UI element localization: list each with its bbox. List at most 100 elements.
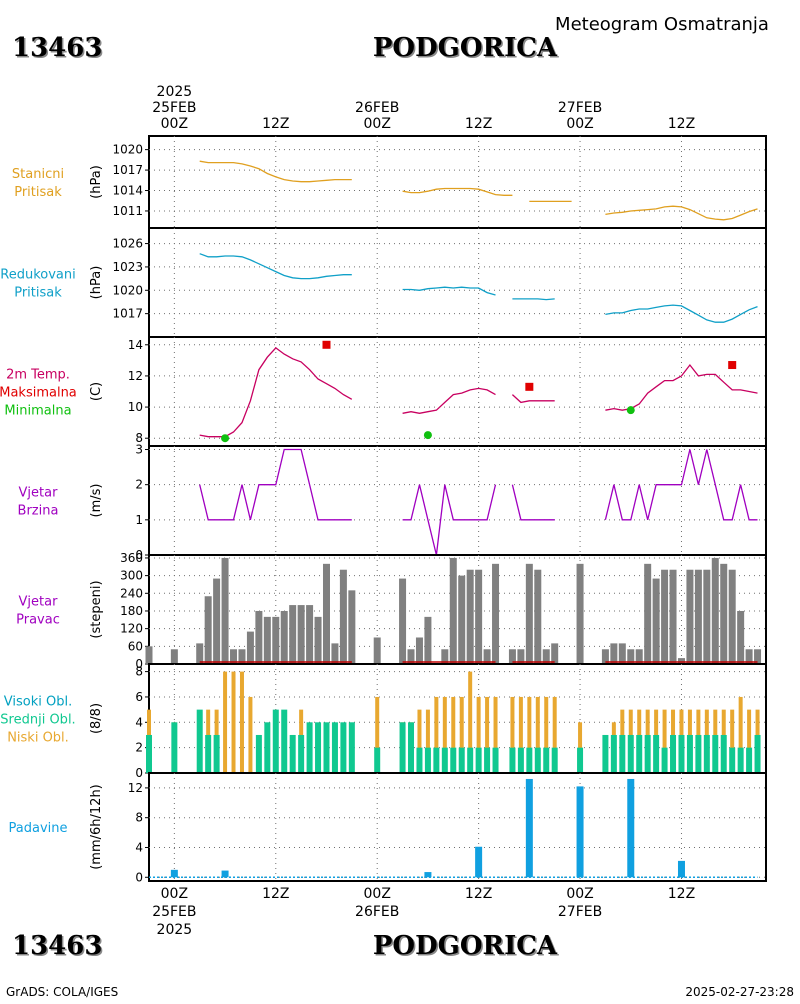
wind-direction-bar [280,610,288,664]
y-tick-label: 1011 [112,204,143,218]
precip-bar [677,860,685,878]
cloud-low-bar [223,671,228,773]
cloud-mid-bar [272,709,279,773]
wind-direction-bar [576,563,584,664]
y-tick-label: 0 [135,657,143,671]
station-name-bottom: PODGORICA [374,933,559,963]
cloud-mid-bar [610,734,617,773]
cloud-low-bar [535,696,540,773]
cloud-mid-bar [475,747,482,773]
wind-direction-bar [221,557,229,664]
cloud-mid-bar [551,747,558,773]
cloud-mid-bar [255,734,262,773]
panel-wind_direction: 0 60 120 180 240 300 360 (stepeni) Vjetar Pravac [16,551,767,671]
panel-label: Padavine [9,821,68,836]
y-tick-label: 1017 [112,163,143,177]
panel-label: Brzina [18,504,59,519]
panel-label: Srednji Obl. [0,713,75,728]
y-axis-unit: (mm/6h/12h) [89,784,104,870]
station-id-bottom: 13463 [12,931,102,961]
station-pressure-line [605,205,758,221]
cloud-low-bar [425,709,430,773]
wind-direction-bar [483,649,491,664]
y-tick-label: 4 [135,840,143,854]
wind-speed-line [199,448,352,521]
wind-direction-bar [652,578,660,664]
cloud-mid-bar [627,734,634,773]
y-tick-label: 120 [120,622,143,636]
panel-label: Maksimalna [0,386,77,401]
cloud-mid-bar [298,734,305,773]
station-id-bottom: 13463 [14,933,104,963]
cloud-mid-bar [720,734,727,773]
panel-label: Pritisak [14,286,62,301]
wind-direction-bar [449,557,457,664]
cloud-mid-bar [306,722,313,773]
cloud-mid-bar [703,734,710,773]
cloud-mid-bar [484,747,491,773]
wind-direction-bar [517,649,525,664]
wind-direction-bar [661,569,669,664]
cloud-mid-bar [686,734,693,773]
wind-speed-line [604,449,758,521]
top-time-label: 2025 [157,84,193,100]
y-axis-unit: (m/s) [89,484,104,518]
wind-direction-bar [238,649,246,664]
grads-credit: GrADS: COLA/IGES [6,985,118,999]
y-tick-label: 2 [135,741,143,755]
cloud-mid-bar [653,734,660,773]
y-tick-label: 240 [120,586,143,600]
cloud-mid-bar [416,747,423,773]
y-axis-unit: (hPa) [89,266,104,300]
cloud-low-bar [747,709,752,773]
y-tick-label: 12 [128,369,143,383]
cloud-low-bar [417,709,422,773]
y-tick-label: 0 [135,766,143,780]
wind-speed-line [402,484,497,556]
y-tick-label: 1020 [112,143,143,157]
meteogram-subtitle: Meteogram Osmatranja [555,14,769,35]
bottom-time-label: 12Z [262,886,289,902]
wind-direction-bar [204,596,212,664]
cloud-low-bar [434,696,439,773]
temp-min-marker [626,406,635,415]
wind-direction-bar [737,610,745,664]
panel-label: Pravac [16,613,60,628]
wind-direction-bar [246,631,254,664]
temperature-line [511,394,555,404]
cloud-low-bar [468,671,473,773]
wind-direction-bar [263,616,271,664]
panel-label: Vjetar [19,595,59,610]
panel-label: Minimalna [4,404,71,419]
cloud-mid-bar [340,722,347,773]
y-tick-label: 60 [128,639,143,653]
wind-direction-bar [703,569,711,664]
cloud-low-bar [248,696,253,773]
wind-direction-bar [255,610,263,664]
cloud-mid-bar [146,734,152,773]
bottom-time-label: 12Z [668,886,695,902]
y-axis-unit: (stepeni) [89,580,104,638]
cloud-low-bar [578,722,583,773]
wind-direction-bar [601,649,609,664]
wind-direction-bar [373,637,381,664]
top-time-label: 00Z [161,116,188,132]
wind-direction-bar [720,563,728,664]
cloud-low-bar [544,696,549,773]
cloud-mid-bar [661,747,668,773]
wind-direction-bar [551,643,559,664]
wind-direction-bar [306,605,314,664]
precip-bar [424,872,432,878]
cloud-mid-bar [678,734,685,773]
y-tick-label: 8 [135,811,143,825]
reduced-pressure-line [402,286,496,296]
wind-direction-bar [331,643,339,664]
wind-direction-bar [475,569,483,664]
cloud-mid-bar [450,747,457,773]
cloud-mid-bar [534,747,541,773]
wind-speed-line [511,484,555,521]
cloud-mid-bar [323,722,330,773]
wind-direction-bar [348,590,356,664]
cloud-low-bar [231,671,236,773]
y-tick-label: 12 [128,781,143,795]
